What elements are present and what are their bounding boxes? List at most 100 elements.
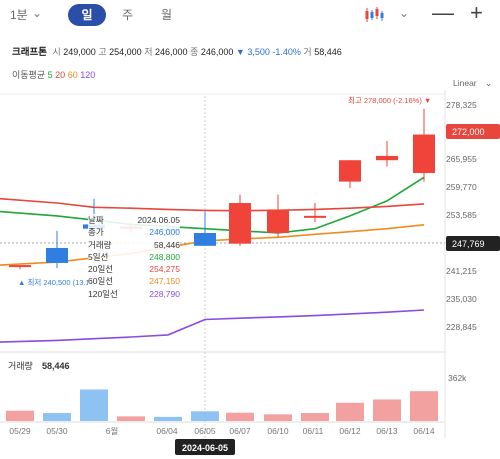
candle (194, 211, 216, 246)
tooltip-value: 246,000 (149, 227, 180, 238)
tooltip-value: 58,446 (154, 239, 180, 250)
chart-type-icon[interactable] (364, 6, 384, 29)
ma-legend[interactable]: 이동평균 5 20 60 120 (12, 68, 95, 81)
tooltip-value: 2024.06.05 (137, 215, 180, 225)
ma60-legend: 60 (67, 70, 78, 80)
current-price-tag: 272,000 (446, 124, 500, 139)
volume-bar (154, 416, 182, 421)
toolbar: 1분 ⌄ 일 주 월 ⌄ — + (0, 0, 500, 32)
candle (267, 194, 289, 238)
volume-bar (226, 412, 254, 421)
y-tick: 278,325 (446, 100, 477, 110)
stock-info-row: 크래프톤 시 249,000 고 254,000 저 246,000 종 246… (12, 44, 342, 58)
y-tick: 265,955 (446, 154, 477, 164)
ma20-line (0, 197, 425, 212)
volume-bar (117, 416, 145, 421)
high-value: 254,000 (109, 47, 142, 57)
tooltip-value: 248,800 (149, 251, 180, 262)
tooltip-label: 거래량 (88, 239, 112, 250)
y-tick: 241,215 (446, 266, 477, 276)
candle-body (9, 265, 31, 268)
candle-body (46, 247, 68, 263)
x-tick: 06/05 (194, 426, 216, 436)
tooltip-row: 120일선 228,790 (88, 288, 180, 300)
tooltip-row: 종가 246,000 (88, 226, 180, 238)
candle (229, 194, 251, 246)
crosshair-date-tag: 2024-06-05 (175, 439, 235, 455)
high-annotation: 최고 278,000 (-2.16%) ▼ (348, 95, 431, 105)
tooltip-row: 거래량 58,446 (88, 239, 180, 251)
tooltip-label: 120일선 (88, 288, 118, 299)
change-value: ▼ 3,500 -1.40% (235, 47, 301, 57)
volume-panel-label: 거래량 (8, 360, 33, 371)
y-tick: 259,770 (446, 182, 477, 192)
candle (376, 140, 398, 167)
close-label: 종 (190, 47, 199, 57)
candle-body (267, 209, 289, 233)
candle-body (413, 134, 435, 174)
candle (413, 108, 435, 182)
volume-label: 거 (303, 47, 312, 57)
candle-body (376, 155, 398, 161)
candlesticks (9, 108, 435, 270)
volume-bar (336, 402, 364, 421)
ma5-line (0, 176, 425, 234)
open-label: 시 (52, 47, 61, 57)
timeframe-day[interactable]: 일 (68, 4, 106, 26)
y-axis: 278,325 265,955 259,770 253,585 241,215 … (446, 100, 477, 332)
volume-bar (410, 391, 438, 421)
tooltip-label: 20일선 (88, 264, 114, 275)
x-tick: 06/10 (267, 426, 289, 436)
low-value: 246,000 (155, 47, 188, 57)
tooltip-label: 날짜 (88, 215, 104, 225)
x-tick: 05/30 (46, 426, 68, 436)
crosshair-price-value: 247,769 (452, 239, 485, 249)
x-tick: 06/12 (339, 426, 361, 436)
crosshair-price-tag: 247,769 (446, 236, 500, 251)
volume-bar (80, 389, 108, 421)
crosshair-date: 2024-06-05 (182, 443, 228, 453)
volume-bar (373, 399, 401, 421)
low-label: 저 (144, 47, 153, 57)
ma120-line (0, 309, 425, 343)
candle (339, 160, 361, 189)
scale-label[interactable]: Linear (453, 78, 477, 88)
zoom-out-button[interactable]: — (432, 0, 454, 25)
ma120-legend: 120 (80, 70, 96, 80)
zoom-in-button[interactable]: + (470, 0, 483, 25)
ma20-legend: 20 (55, 70, 66, 80)
x-tick: 06/11 (303, 426, 324, 436)
tooltip-label: 5일선 (88, 251, 109, 262)
tooltip: 날짜 2024.06.05 종가 246,000 거래량 58,446 5일선 248,… (88, 214, 180, 301)
timeframe-1min[interactable]: 1분 (10, 8, 28, 22)
candle (9, 265, 31, 270)
y-tick: 228,845 (446, 322, 477, 332)
stock-name: 크래프톤 (12, 47, 47, 58)
tooltip-label: 종가 (88, 227, 104, 238)
volume-axis-label: 362k (448, 373, 467, 383)
ma5-legend: 5 (47, 70, 53, 80)
candle-body (194, 232, 216, 246)
x-tick: 06/07 (229, 426, 251, 436)
close-value: 246,000 (200, 47, 234, 57)
volume-panel-value: 58,446 (42, 361, 70, 371)
chevron-down-icon[interactable]: ⌄ (399, 6, 410, 20)
x-tick: 06/13 (376, 426, 398, 436)
candle (304, 203, 326, 223)
x-tick: 06/14 (413, 426, 435, 436)
x-tick: 06/04 (156, 426, 178, 436)
chevron-down-icon[interactable]: ⌄ (32, 6, 43, 20)
x-tick: 05/29 (9, 426, 31, 436)
volume-bar (301, 413, 329, 421)
tooltip-row: 60일선 247,150 (88, 275, 180, 287)
volume-bar (6, 410, 34, 421)
timeframe-week[interactable]: 주 (122, 8, 134, 22)
y-tick: 253,585 (446, 210, 477, 220)
volume-bars (6, 389, 438, 421)
volume-value: 58,446 (314, 47, 342, 57)
timeframe-month[interactable]: 월 (161, 8, 173, 22)
volume-bar (43, 413, 71, 421)
chevron-down-icon[interactable]: ⌄ (485, 78, 492, 88)
tooltip-row: 20일선 254,275 (88, 263, 180, 275)
